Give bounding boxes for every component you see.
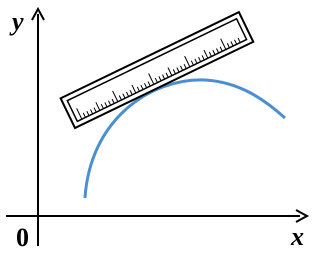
- page: y x 0 (() => { const data = JSON.parse(d…: [0, 0, 320, 253]
- y-label: y: [9, 7, 24, 36]
- x-label: x: [290, 222, 304, 251]
- diagram: y x 0: [0, 0, 312, 253]
- origin-label: 0: [16, 223, 29, 252]
- ruler-inner: [67, 19, 246, 122]
- ruler: [61, 12, 254, 128]
